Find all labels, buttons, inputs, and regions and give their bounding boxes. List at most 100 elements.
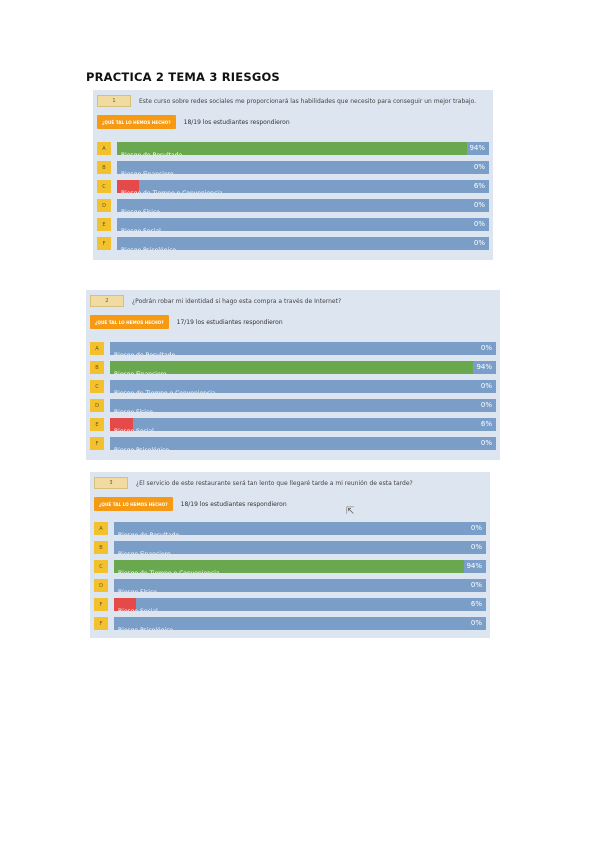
how-did-we-do-button[interactable]: ¿QUÉ TAL LO HEMOS HECHO? (94, 497, 173, 511)
option-fill (117, 180, 140, 193)
option-letter: A (90, 342, 104, 355)
option-percent: 0% (470, 619, 482, 627)
answer-option: D Riesgo Físico 0% (94, 579, 486, 592)
responses-count: 18/19 los estudiantes respondieron (183, 118, 290, 126)
option-percent: 94% (466, 562, 482, 570)
option-label: Riesgo Financiero (117, 171, 174, 174)
option-label: Riesgo Físico (110, 409, 153, 412)
option-percent: 0% (470, 581, 482, 589)
option-fill (114, 560, 464, 573)
answer-option: D Riesgo Físico 0% (90, 399, 496, 412)
option-percent: 0% (470, 543, 482, 551)
option-letter: D (97, 199, 111, 212)
option-result-bar: Riesgo Físico 0% (114, 579, 486, 592)
option-letter: A (94, 522, 108, 535)
answer-option: F Riesgo Social 6% (94, 598, 486, 611)
answer-option: A Riesgo de Resultado 94% (97, 142, 489, 155)
question-text: ¿El servicio de este restaurante será ta… (136, 479, 413, 487)
option-label: Riesgo de Resultado (110, 352, 175, 355)
option-label: Riesgo Físico (114, 589, 157, 592)
option-letter: C (90, 380, 104, 393)
option-percent: 94% (476, 363, 492, 371)
answer-option: F Riesgo Psicológico 0% (90, 437, 496, 450)
option-label: Riesgo Físico (117, 209, 160, 212)
answer-option: E Riesgo Social 6% (90, 418, 496, 431)
answer-option: B Riesgo Financiero 0% (97, 161, 489, 174)
answer-option: B Riesgo Financiero 94% (90, 361, 496, 374)
option-letter: A (97, 142, 111, 155)
option-result-bar: Riesgo Financiero 0% (114, 541, 486, 554)
question-screenshot-2: 2 ¿Podrán robar mi identidad si hago esta… (86, 290, 500, 460)
option-result-bar: Riesgo Social 6% (114, 598, 486, 611)
answer-option: C Riesgo de Tiempo o Conveniencia 0% (90, 380, 496, 393)
option-result-bar: Riesgo Físico 0% (110, 399, 496, 412)
option-result-bar: Riesgo de Resultado 0% (110, 342, 496, 355)
answer-option: D Riesgo Físico 0% (97, 199, 489, 212)
option-percent: 0% (470, 524, 482, 532)
option-result-bar: Riesgo de Resultado 94% (117, 142, 489, 155)
answer-option: F Riesgo Psicológico 0% (97, 237, 489, 250)
option-percent: 0% (473, 201, 485, 209)
option-letter: E (97, 218, 111, 231)
options-list: A Riesgo de Resultado 0% B Riesgo Financiero… (90, 342, 496, 456)
option-label: Riesgo de Tiempo o Conveniencia (114, 570, 220, 573)
option-label: Riesgo de Resultado (117, 152, 182, 155)
option-letter: F (94, 617, 108, 630)
question-number: 1 (97, 95, 131, 107)
option-letter: D (94, 579, 108, 592)
option-percent: 6% (480, 420, 492, 428)
option-result-bar: Riesgo de Tiempo o Conveniencia 0% (110, 380, 496, 393)
option-fill (110, 361, 473, 374)
option-result-bar: Riesgo Financiero 94% (110, 361, 496, 374)
mouse-cursor-icon: ⇱ (346, 506, 355, 517)
responses-count: 17/19 los estudiantes respondieron (176, 318, 283, 326)
option-fill (117, 142, 467, 155)
option-result-bar: Riesgo Social 0% (117, 218, 489, 231)
option-percent: 0% (480, 382, 492, 390)
options-list: A Riesgo de Resultado 0% B Riesgo Financiero… (94, 522, 486, 636)
question-screenshot-3: ⇱ 3 ¿El servicio de este restaurante será… (90, 472, 490, 638)
how-did-we-do-button[interactable]: ¿QUÉ TAL LO HEMOS HECHO? (97, 115, 176, 129)
how-did-we-do-button[interactable]: ¿QUÉ TAL LO HEMOS HECHO? (90, 315, 169, 329)
option-percent: 94% (469, 144, 485, 152)
option-letter: F (90, 437, 104, 450)
responses-row: ¿QUÉ TAL LO HEMOS HECHO? 17/19 los estudi… (90, 314, 283, 330)
option-fill (110, 418, 134, 431)
answer-option: E Riesgo Social 0% (97, 218, 489, 231)
answer-option: A Riesgo de Resultado 0% (94, 522, 486, 535)
option-percent: 0% (480, 344, 492, 352)
page-title: PRACTICA 2 TEMA 3 RIESGOS (86, 70, 280, 84)
option-letter: B (97, 161, 111, 174)
option-result-bar: Riesgo Social 6% (110, 418, 496, 431)
question-number: 2 (90, 295, 124, 307)
option-percent: 6% (470, 600, 482, 608)
option-fill (114, 598, 137, 611)
option-percent: 6% (473, 182, 485, 190)
question-row: 3 ¿El servicio de este restaurante será t… (94, 476, 486, 490)
option-percent: 0% (473, 220, 485, 228)
option-percent: 0% (473, 163, 485, 171)
option-result-bar: Riesgo de Tiempo o Conveniencia 94% (114, 560, 486, 573)
responses-row: ¿QUÉ TAL LO HEMOS HECHO? 18/19 los estudi… (97, 114, 290, 130)
option-result-bar: Riesgo Psicológico 0% (110, 437, 496, 450)
question-text: ¿Podrán robar mi identidad si hago esta … (132, 297, 342, 305)
options-list: A Riesgo de Resultado 94% B Riesgo Financier… (97, 142, 489, 256)
answer-option: A Riesgo de Resultado 0% (90, 342, 496, 355)
option-result-bar: Riesgo Físico 0% (117, 199, 489, 212)
option-result-bar: Riesgo Psicológico 0% (117, 237, 489, 250)
question-row: 1 Este curso sobre redes sociales me prop… (97, 94, 489, 108)
question-row: 2 ¿Podrán robar mi identidad si hago esta… (90, 294, 496, 308)
question-text: Este curso sobre redes sociales me propo… (139, 97, 477, 105)
answer-option: B Riesgo Financiero 0% (94, 541, 486, 554)
option-percent: 0% (473, 239, 485, 247)
option-label: Riesgo Financiero (110, 371, 167, 374)
option-percent: 0% (480, 401, 492, 409)
option-result-bar: Riesgo Financiero 0% (117, 161, 489, 174)
option-label: Riesgo Social (110, 428, 154, 431)
answer-option: C Riesgo de Tiempo o Conveniencia 6% (97, 180, 489, 193)
option-label: Riesgo Psicológico (110, 447, 169, 450)
option-letter: B (94, 541, 108, 554)
option-label: Riesgo de Tiempo o Conveniencia (110, 390, 216, 393)
option-letter: E (90, 418, 104, 431)
option-label: Riesgo Psicológico (114, 627, 173, 630)
